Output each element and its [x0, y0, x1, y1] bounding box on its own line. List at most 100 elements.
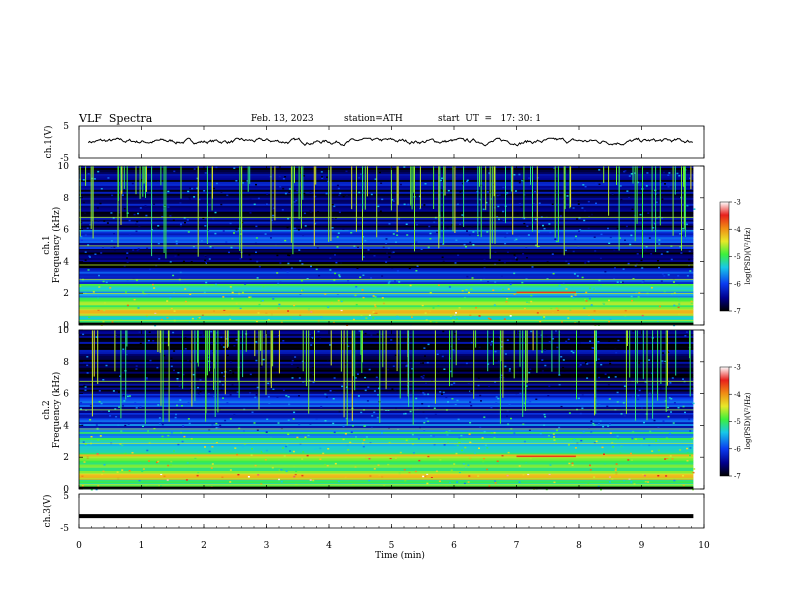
spectrogram-speckle: [220, 389, 223, 391]
transient-emission: [516, 291, 576, 294]
spectrogram-speckle: [469, 314, 472, 316]
spectrogram-speckle: [192, 373, 195, 376]
spectrogram-speckle: [619, 237, 621, 239]
spectrogram-speckle: [441, 177, 443, 179]
spectrogram-speckle: [135, 365, 138, 367]
spectrogram-speckle: [256, 260, 259, 263]
spectrogram-speckle: [110, 240, 113, 242]
spectrogram-speckle: [630, 234, 633, 237]
spectrogram-speckle: [678, 175, 681, 177]
spectrogram-speckle: [136, 249, 139, 252]
sferic-streak: [505, 166, 506, 224]
spectrogram-speckle: [249, 373, 252, 376]
spectrogram-speckle: [456, 318, 458, 320]
spectrogram-speckle: [640, 444, 643, 446]
spectrogram-speckle: [311, 367, 314, 369]
spectrogram-speckle: [590, 420, 593, 422]
spectrogram-speckle: [590, 421, 593, 423]
spectrogram-speckle: [579, 412, 582, 415]
spectrogram-speckle: [284, 239, 287, 242]
spectrogram-speckle: [463, 296, 466, 299]
spectrogram-speckle: [357, 395, 360, 397]
sferic-streak: [123, 166, 125, 189]
spectrogram-speckle: [529, 368, 532, 370]
spectrogram-speckle: [591, 213, 593, 216]
spectrogram-speckle: [138, 331, 141, 334]
spectrogram-speckle: [184, 288, 187, 290]
spectrogram-speckle: [513, 254, 516, 256]
spectrogram-speckle: [337, 187, 340, 190]
spectrogram-speckle: [553, 167, 556, 169]
spectrogram-speckle: [583, 307, 586, 309]
spectrogram-speckle: [173, 310, 176, 312]
spectrogram-speckle: [469, 241, 472, 244]
spectrogram-speckle: [90, 489, 93, 491]
spectrogram-cell-row: [79, 199, 694, 203]
spectrogram-speckle: [477, 234, 479, 237]
spectrogram-speckle: [628, 175, 631, 177]
sferic-streak: [449, 330, 450, 387]
spectrogram-speckle: [518, 173, 521, 176]
spectrogram-speckle: [555, 330, 557, 332]
spectrogram-speckle: [220, 344, 223, 346]
spectrogram-speckle: [293, 459, 295, 461]
spectrogram-speckle: [366, 400, 369, 402]
spectrogram-speckle: [89, 224, 92, 226]
spectrogram-speckle: [627, 262, 630, 265]
spectrogram-speckle: [337, 232, 340, 234]
spectrogram-speckle: [320, 405, 323, 408]
spectrogram-speckle: [497, 205, 500, 208]
spectrogram-speckle: [136, 220, 139, 223]
spectrogram-cell-row: [79, 446, 694, 449]
frequency-tick-label: 10: [58, 326, 70, 336]
spectrogram-speckle: [471, 226, 474, 228]
spectrogram-speckle: [577, 200, 580, 202]
spectrogram-speckle: [598, 279, 601, 282]
spectrogram-speckle: [518, 465, 521, 467]
spectrogram-speckle: [477, 475, 480, 477]
spectrogram-speckle: [631, 437, 634, 440]
spectrogram-speckle: [375, 312, 378, 315]
spectrogram-speckle: [100, 252, 103, 254]
spectrogram-speckle: [457, 418, 460, 421]
spectrogram-speckle: [437, 370, 440, 373]
sferic-streak: [603, 166, 605, 183]
spectrogram-speckle: [685, 331, 688, 333]
spectrogram-speckle: [161, 435, 164, 438]
spectrogram-speckle: [578, 230, 581, 233]
spectrogram-speckle: [443, 368, 446, 370]
spectrogram-speckle: [98, 274, 100, 277]
spectrogram-cell-row: [79, 275, 694, 278]
spectrogram-speckle: [344, 433, 347, 435]
spectrogram-speckle: [333, 279, 336, 281]
spectrogram-speckle: [301, 288, 304, 290]
spectrogram-speckle: [370, 334, 373, 336]
spectrogram-cell-row: [79, 267, 694, 271]
time-tick-label: 2: [201, 541, 207, 551]
spectrogram-speckle: [665, 475, 668, 477]
spectrogram-speckle: [528, 429, 531, 431]
frequency-tick-label: 8: [63, 358, 69, 368]
spectrogram-speckle: [105, 281, 108, 284]
spectrogram-speckle: [102, 470, 105, 473]
spectrogram-speckle: [652, 227, 655, 229]
spectrogram-cell-row: [79, 412, 694, 415]
spectrogram-speckle: [581, 207, 584, 209]
spectrogram-speckle: [458, 472, 461, 474]
spectrogram-speckle: [181, 440, 184, 443]
spectrogram-speckle: [599, 420, 602, 422]
spectrogram-speckle: [500, 374, 503, 376]
spectrogram-speckle: [664, 183, 666, 185]
sferic-streak: [151, 166, 153, 257]
spectrogram-speckle: [678, 282, 681, 285]
spectrogram-cell-row: [79, 277, 694, 280]
sferic-streak: [197, 166, 199, 257]
spectrogram-cell-row: [79, 201, 694, 205]
spectrogram-speckle: [211, 446, 214, 448]
spectrogram-speckle: [532, 189, 535, 191]
spectrogram-speckle: [348, 230, 351, 233]
transmitter-line: [79, 409, 694, 411]
spectrogram-speckle: [682, 378, 684, 380]
spectrogram-speckle: [459, 191, 462, 193]
spectrogram-speckle: [309, 423, 312, 425]
